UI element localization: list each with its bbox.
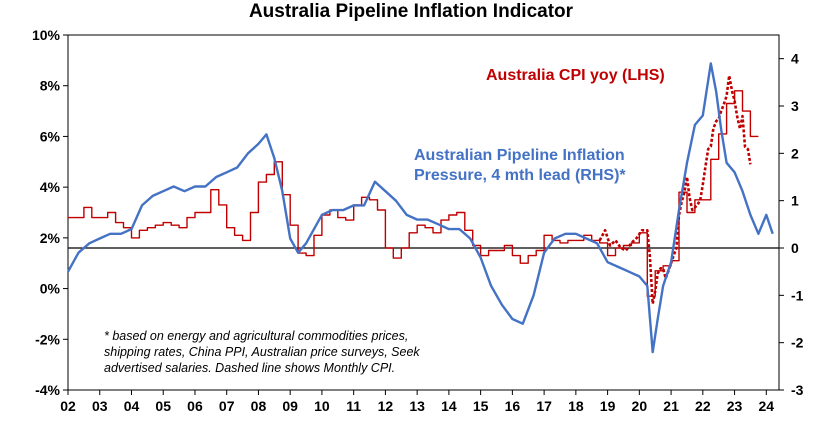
left-tick-label: 6% [40,128,61,144]
series-line-1 [598,74,752,306]
series-line-2 [66,62,774,354]
right-axis: 4 3 2 1 0 -1 -2 -3 [779,51,804,398]
x-tick-label: 14 [441,398,457,414]
pipeline-series-label-line2: Pressure, 4 mth lead (RHS)* [414,167,626,184]
left-tick-label: 8% [40,78,61,94]
x-axis: 02 03 04 05 06 07 08 09 10 11 12 13 14 15 16 17 18 19 20 21… [60,390,774,414]
right-tick-label: 4 [791,51,799,67]
series-line-0 [68,90,759,297]
x-tick-label: 13 [409,398,425,414]
right-tick-label: 2 [791,145,799,161]
left-tick-label: 0% [40,281,61,297]
x-tick-label: 09 [282,398,298,414]
x-tick-label: 23 [727,398,743,414]
left-tick-label: 4% [40,179,61,195]
x-tick-label: 12 [378,398,394,414]
x-tick-label: 10 [314,398,330,414]
x-tick-label: 02 [60,398,76,414]
x-tick-label: 11 [346,398,361,414]
x-tick-label: 05 [155,398,171,414]
x-tick-label: 04 [124,398,140,414]
chart-title: Australia Pipeline Inflation Indicator [249,1,574,22]
plot-area [67,34,780,391]
left-tick-label: -2% [35,331,60,347]
x-tick-label: 21 [663,398,679,414]
footnote-line1: * based on energy and agricultural commo… [104,329,408,343]
pipeline-series-label-line1: Australian Pipeline Inflation [414,147,625,164]
right-tick-label: -1 [791,287,804,303]
series-layer [66,62,774,354]
left-axis: 10% 8% 6% 4% 2% 0% -2% -4% [32,27,68,398]
x-tick-label: 06 [187,398,203,414]
x-tick-label: 16 [505,398,521,414]
left-tick-label: -4% [35,382,60,398]
footnote-line3: advertised salaries. Dashed line shows M… [104,361,395,375]
x-tick-label: 20 [632,398,648,414]
x-tick-label: 15 [473,398,489,414]
x-tick-label: 18 [568,398,584,414]
right-tick-label: 0 [791,240,799,256]
left-tick-label: 10% [32,27,61,43]
right-tick-label: -2 [791,335,804,351]
x-tick-label: 08 [251,398,267,414]
right-tick-label: -3 [791,382,804,398]
x-tick-label: 17 [536,398,552,414]
left-tick-label: 2% [40,230,61,246]
x-tick-label: 24 [759,398,775,414]
x-tick-label: 07 [219,398,235,414]
x-tick-label: 03 [92,398,108,414]
x-tick-label: 19 [600,398,616,414]
right-tick-label: 1 [791,193,799,209]
cpi-series-label: Australia CPI yoy (LHS) [486,67,665,84]
x-tick-label: 22 [695,398,711,414]
footnote-line2: shipping rates, China PPI, Australian pr… [104,345,420,359]
right-tick-label: 3 [791,98,799,114]
